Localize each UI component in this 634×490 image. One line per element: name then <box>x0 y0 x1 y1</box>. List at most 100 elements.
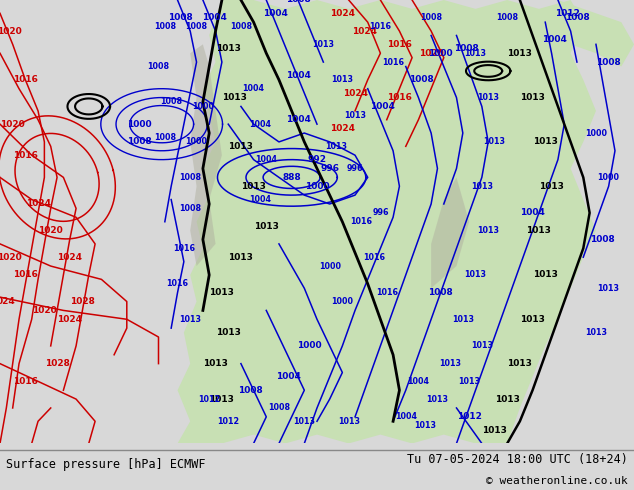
Text: 1020: 1020 <box>0 120 25 129</box>
Text: 1013: 1013 <box>471 182 493 191</box>
Text: 1013: 1013 <box>209 288 235 297</box>
Text: 1028: 1028 <box>44 359 70 368</box>
Text: 1013: 1013 <box>471 342 493 350</box>
Text: 1013: 1013 <box>585 328 607 337</box>
Text: 1008: 1008 <box>186 22 207 31</box>
Text: 1013: 1013 <box>414 421 436 430</box>
Text: 1000: 1000 <box>297 342 321 350</box>
Text: 1013: 1013 <box>294 417 315 426</box>
Text: 1020: 1020 <box>418 49 444 58</box>
Text: 1013: 1013 <box>179 315 201 324</box>
Text: 1012: 1012 <box>456 413 482 421</box>
Text: 1013: 1013 <box>452 315 474 324</box>
Text: 1013: 1013 <box>332 75 353 84</box>
Text: 1004: 1004 <box>370 102 395 111</box>
Text: 1008: 1008 <box>453 44 479 53</box>
Text: 1024: 1024 <box>25 199 51 208</box>
Text: 1000: 1000 <box>192 102 214 111</box>
Text: 1008: 1008 <box>564 13 590 22</box>
Text: 1013: 1013 <box>209 394 235 404</box>
Text: 1008: 1008 <box>179 173 201 182</box>
Text: 1013: 1013 <box>539 182 564 191</box>
Text: 1008: 1008 <box>428 288 453 297</box>
Polygon shape <box>178 0 596 443</box>
Text: 1013: 1013 <box>228 253 254 262</box>
Text: 1013: 1013 <box>477 93 499 102</box>
Text: 1013: 1013 <box>241 182 266 191</box>
Text: 1016: 1016 <box>13 75 38 84</box>
Text: 1000: 1000 <box>305 182 329 191</box>
Text: © weatheronline.co.uk: © weatheronline.co.uk <box>486 476 628 486</box>
Text: 1016: 1016 <box>387 40 412 49</box>
Text: 1016: 1016 <box>13 377 38 386</box>
Text: 996: 996 <box>347 164 363 173</box>
Text: 1013: 1013 <box>495 394 520 404</box>
Text: 1004: 1004 <box>202 13 227 22</box>
Text: 1004: 1004 <box>285 71 311 80</box>
Text: 1013: 1013 <box>465 49 486 58</box>
Text: 888: 888 <box>282 173 301 182</box>
Text: 024: 024 <box>0 297 16 306</box>
Text: 1016: 1016 <box>376 288 398 297</box>
Text: 1013: 1013 <box>533 137 558 147</box>
Text: 1004: 1004 <box>408 377 429 386</box>
Text: 1013: 1013 <box>598 284 619 293</box>
Text: 1013: 1013 <box>254 221 279 231</box>
Text: 996: 996 <box>372 208 389 218</box>
Text: 1000: 1000 <box>186 137 207 147</box>
Text: 1028: 1028 <box>70 297 95 306</box>
Text: 1013: 1013 <box>222 93 247 102</box>
Text: 1004: 1004 <box>542 35 567 45</box>
Text: 1024: 1024 <box>57 253 82 262</box>
Text: 1004: 1004 <box>263 9 288 18</box>
Text: 1013: 1013 <box>439 359 461 368</box>
Text: 1004: 1004 <box>256 155 277 164</box>
Text: 1013: 1013 <box>203 359 228 368</box>
Text: 1000: 1000 <box>127 120 152 129</box>
Text: 1008: 1008 <box>285 0 311 4</box>
Text: 1020: 1020 <box>0 253 22 262</box>
Text: 1013: 1013 <box>465 270 486 279</box>
Polygon shape <box>558 0 634 67</box>
Text: 1008: 1008 <box>268 403 290 413</box>
Text: 1013: 1013 <box>477 226 499 235</box>
Text: 1013: 1013 <box>228 142 254 151</box>
Text: 1013: 1013 <box>482 426 507 435</box>
Text: 1024: 1024 <box>330 9 355 18</box>
Text: 1016: 1016 <box>387 93 412 102</box>
Text: 1013: 1013 <box>507 49 533 58</box>
Text: 992: 992 <box>307 155 327 164</box>
Text: 1013: 1013 <box>325 142 347 151</box>
Text: 1013: 1013 <box>458 377 480 386</box>
Text: 1016: 1016 <box>167 279 188 288</box>
Text: 1012: 1012 <box>198 394 220 404</box>
Text: 1013: 1013 <box>526 226 552 235</box>
Polygon shape <box>190 44 222 266</box>
Text: 1024: 1024 <box>330 124 355 133</box>
Text: 1012: 1012 <box>555 9 580 18</box>
Text: 996: 996 <box>320 164 339 173</box>
Text: 1008: 1008 <box>230 22 252 31</box>
Text: 1013: 1013 <box>216 44 241 53</box>
Text: 1016: 1016 <box>382 58 404 67</box>
Text: 1008: 1008 <box>590 235 615 244</box>
Text: 1004: 1004 <box>395 413 417 421</box>
Text: 1004: 1004 <box>243 84 264 93</box>
Text: 1008: 1008 <box>148 62 169 71</box>
Text: 1008: 1008 <box>154 133 176 142</box>
Text: 1004: 1004 <box>520 208 545 218</box>
Text: 1008: 1008 <box>496 13 518 22</box>
Text: 1024: 1024 <box>342 89 368 98</box>
Text: 1004: 1004 <box>276 372 301 381</box>
Text: 1000: 1000 <box>332 297 353 306</box>
Text: 1020: 1020 <box>32 306 57 315</box>
Text: 1016: 1016 <box>370 22 391 31</box>
Text: 1008: 1008 <box>179 204 201 213</box>
Text: 1008: 1008 <box>160 98 182 106</box>
Text: 1016: 1016 <box>13 270 38 279</box>
Polygon shape <box>209 0 254 35</box>
Text: 1008: 1008 <box>154 22 176 31</box>
Text: 1000: 1000 <box>598 173 619 182</box>
Text: 1008: 1008 <box>127 137 152 147</box>
Text: 1013: 1013 <box>520 315 545 324</box>
